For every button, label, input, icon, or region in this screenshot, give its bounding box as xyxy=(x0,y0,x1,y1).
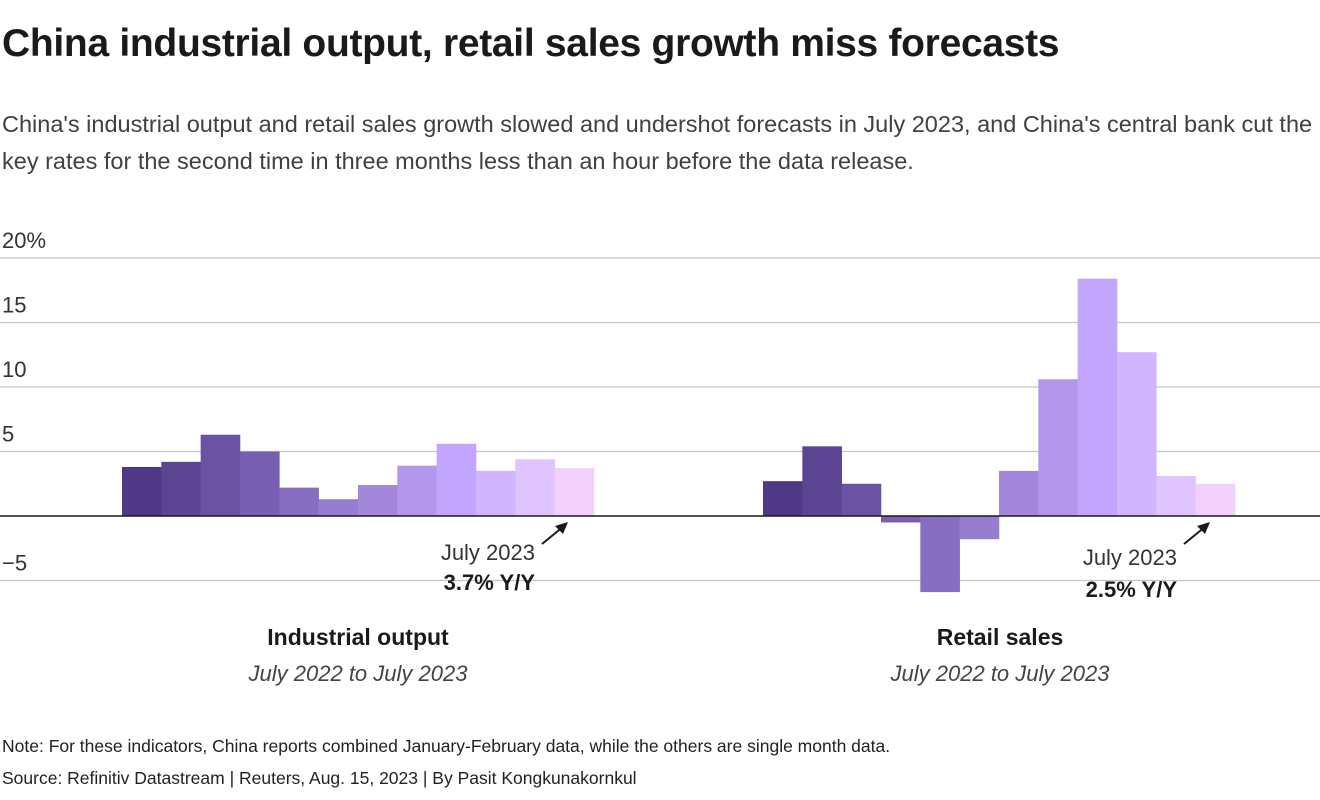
bar-retail xyxy=(1195,483,1236,516)
bar-industrial xyxy=(318,499,359,516)
bar-retail xyxy=(880,516,921,523)
bar-retail xyxy=(802,446,842,516)
arrowhead-icon xyxy=(555,522,568,534)
bar-industrial xyxy=(357,485,398,516)
y-tick-label: 5 xyxy=(2,422,14,447)
series-period: July 2022 to July 2023 xyxy=(890,661,1111,686)
bar-retail xyxy=(1116,352,1157,516)
footnote: Note: For these indicators, China report… xyxy=(2,736,891,756)
bar-retail xyxy=(1038,379,1078,516)
annotation-date: July 2023 xyxy=(441,540,535,565)
series-label: Retail sales xyxy=(937,624,1064,650)
bar-industrial xyxy=(239,451,280,516)
y-tick-label: 15 xyxy=(2,293,26,318)
bar-industrial xyxy=(161,461,201,516)
source-line: Source: Refinitiv Datastream | Reuters, … xyxy=(2,768,637,788)
chart-subtitle: China's industrial output and retail sal… xyxy=(2,111,1313,174)
bar-retail xyxy=(1077,278,1118,516)
annotation-date: July 2023 xyxy=(1083,545,1177,570)
bar-retail xyxy=(1156,476,1196,516)
bar-industrial xyxy=(436,443,477,516)
series-label: Industrial output xyxy=(267,624,449,650)
bar-industrial xyxy=(279,487,319,516)
annotation-value: 2.5% Y/Y xyxy=(1086,577,1178,602)
bar-industrial xyxy=(475,470,516,516)
bar-retail xyxy=(959,516,1000,540)
y-tick-label: −5 xyxy=(2,551,27,576)
series-period: July 2022 to July 2023 xyxy=(248,661,469,686)
bar-retail xyxy=(763,481,803,516)
bar-industrial xyxy=(397,465,437,516)
annotation-value: 3.7% Y/Y xyxy=(444,570,536,595)
bar-retail xyxy=(998,470,1039,516)
arrowhead-icon xyxy=(1197,522,1210,534)
bar-retail xyxy=(920,516,960,593)
bar-industrial xyxy=(515,459,555,516)
bar-industrial xyxy=(200,434,241,516)
bar-industrial xyxy=(554,468,595,516)
bar-industrial xyxy=(122,466,162,516)
y-tick-label: 20% xyxy=(2,228,46,253)
chart-title: China industrial output, retail sales gr… xyxy=(2,22,1060,65)
bar-retail xyxy=(841,483,882,516)
y-tick-label: 10 xyxy=(2,357,26,382)
